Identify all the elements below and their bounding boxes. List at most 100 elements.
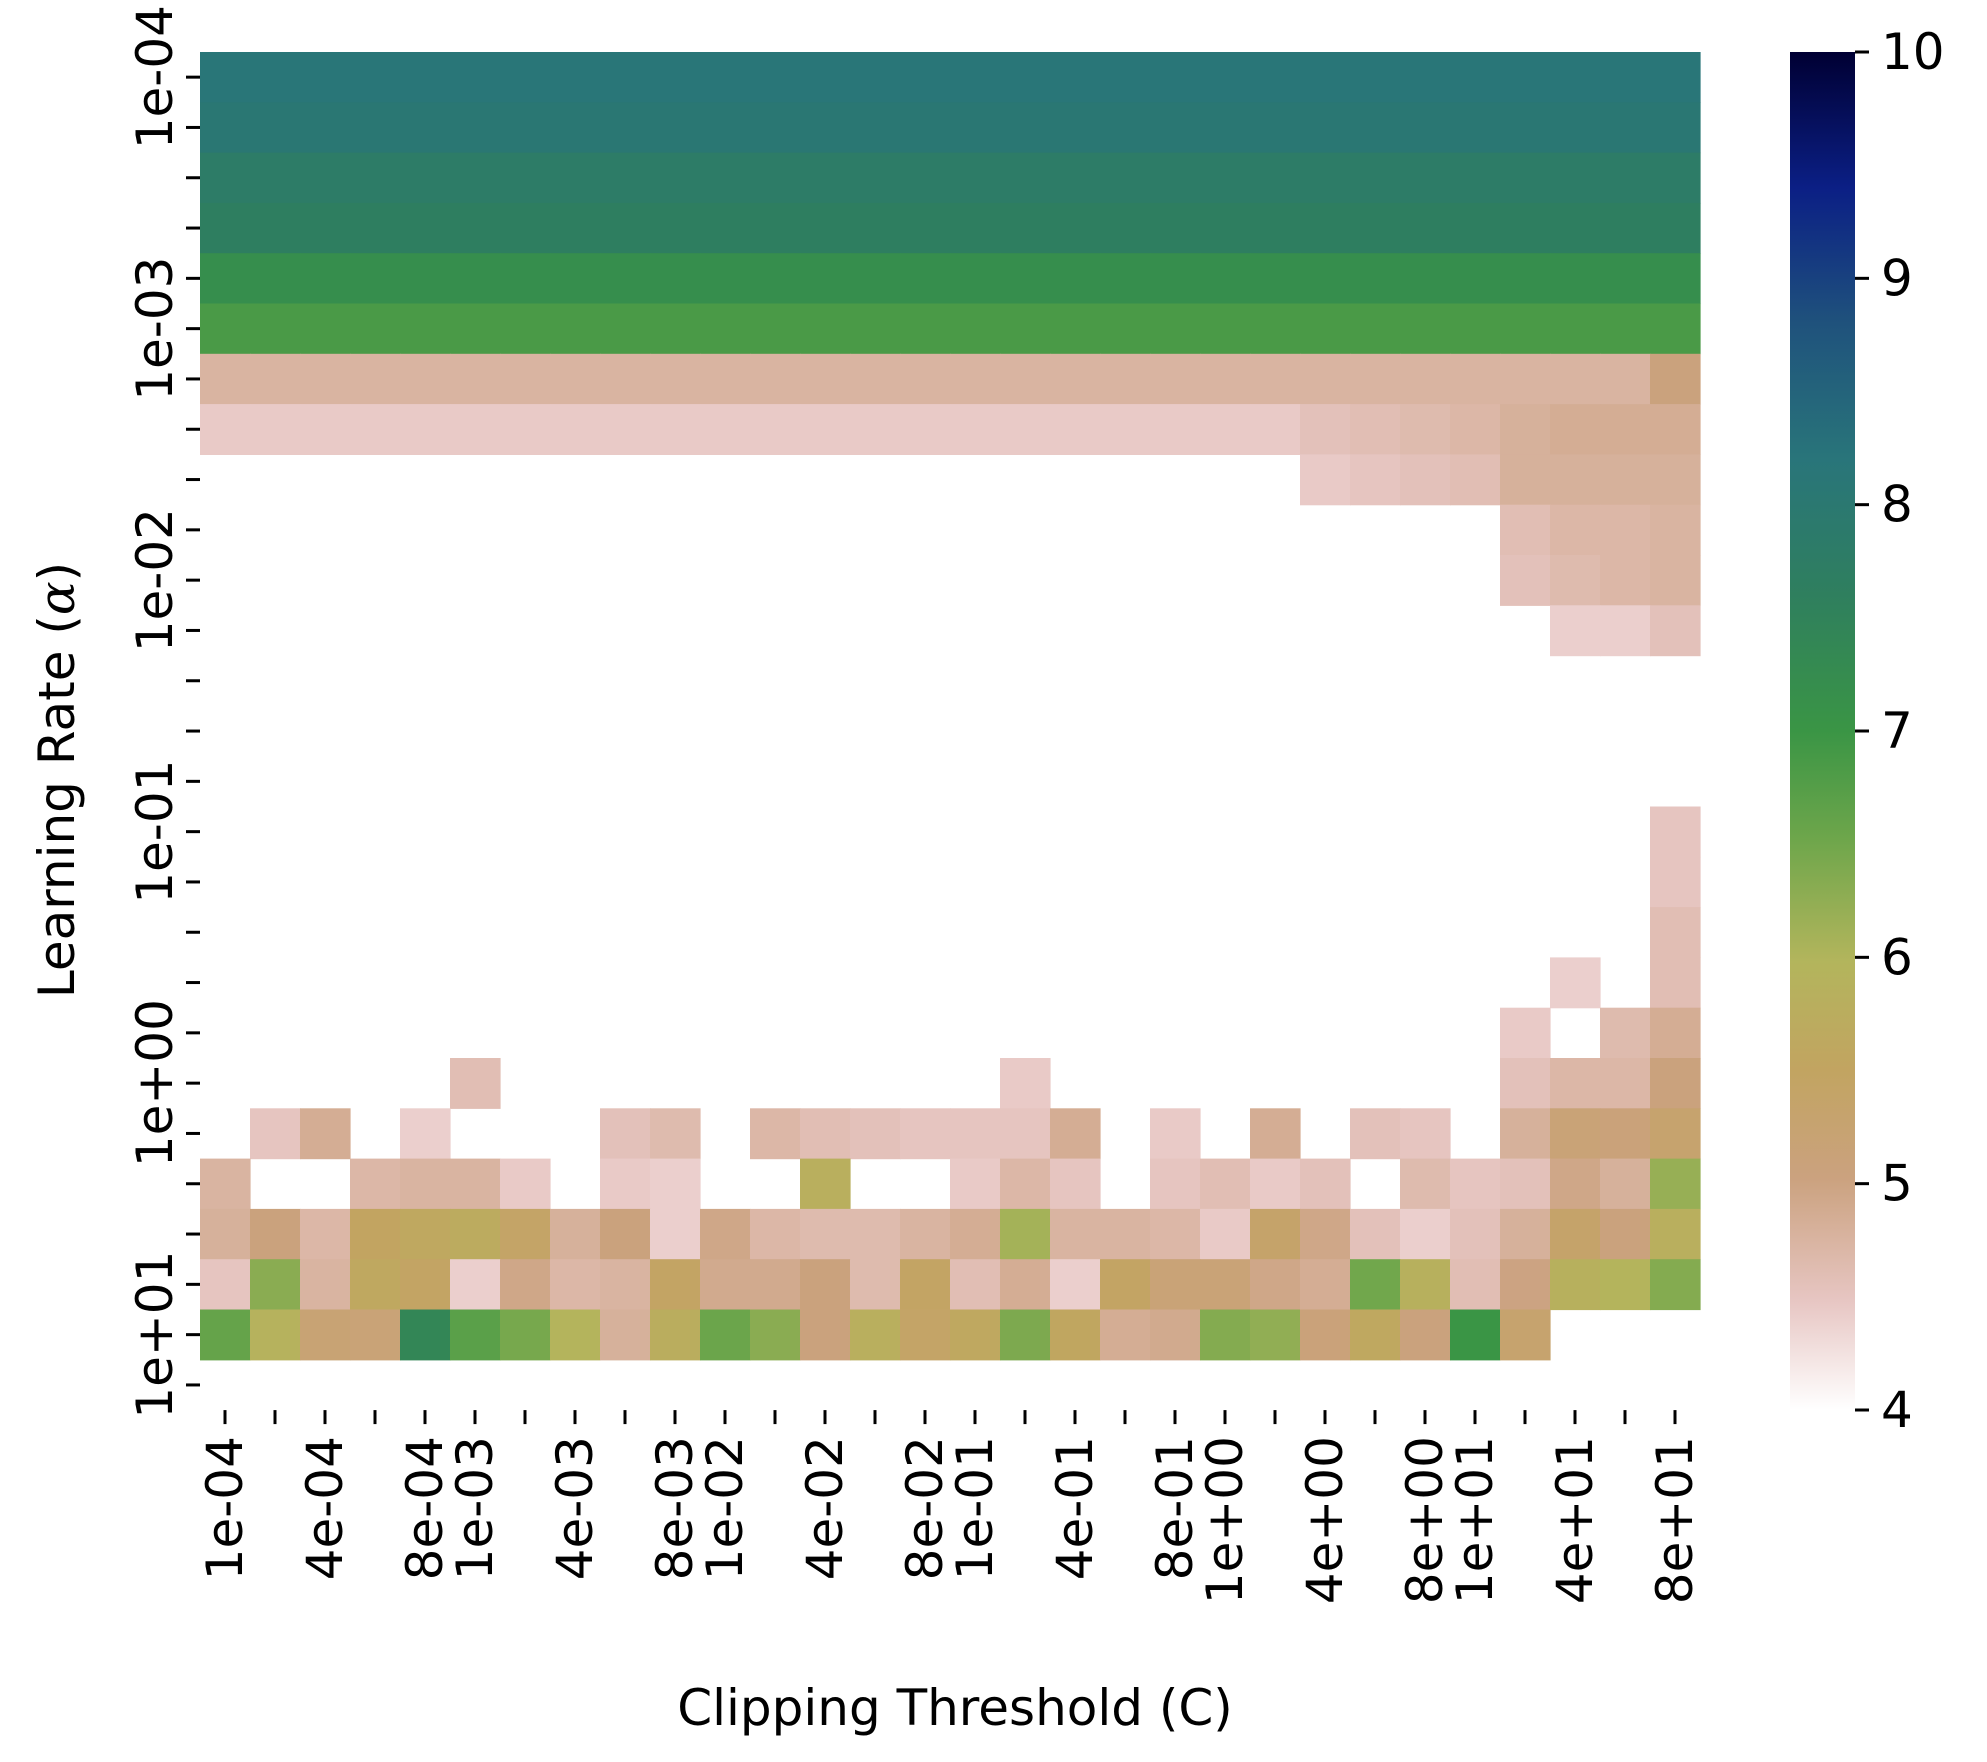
heatmap-cell — [1150, 1259, 1201, 1311]
heatmap-cell — [1200, 102, 1251, 154]
heatmap-cell — [1150, 353, 1201, 405]
heatmap-cell — [1400, 454, 1451, 506]
heatmap-cell — [750, 202, 801, 254]
heatmap-cell — [1000, 202, 1051, 254]
heatmap-cell — [1100, 303, 1151, 355]
heatmap-cell — [1150, 52, 1201, 103]
colorbar-tick-label: 9 — [1881, 249, 1913, 307]
heatmap-cell — [1300, 52, 1351, 103]
heatmap-cell — [1600, 52, 1651, 103]
heatmap-cell — [1400, 1208, 1451, 1260]
heatmap-cell — [1650, 1158, 1701, 1210]
heatmap-cell — [1050, 202, 1101, 254]
heatmap-cell — [500, 52, 551, 103]
heatmap-cell — [900, 303, 951, 355]
heatmap-cell — [350, 202, 401, 254]
heatmap-cell — [1400, 1158, 1451, 1210]
heatmap-cell — [450, 1058, 501, 1109]
heatmap-cell — [450, 1158, 501, 1210]
heatmap-cell — [1300, 454, 1351, 506]
heatmap-cell — [1050, 353, 1101, 405]
heatmap-cell — [1150, 1108, 1201, 1160]
heatmap-cell — [1350, 454, 1401, 506]
heatmap-cell — [600, 353, 651, 405]
heatmap-cell — [1600, 1158, 1651, 1210]
heatmap-cell — [1550, 605, 1601, 657]
heatmap-cell — [200, 202, 251, 254]
heatmap-cell — [1250, 253, 1301, 305]
heatmap-cell — [900, 404, 951, 455]
heatmap-cell — [600, 202, 651, 254]
heatmap-cell — [750, 404, 801, 455]
heatmap-cell — [500, 404, 551, 455]
heatmap-cell — [1450, 454, 1501, 506]
heatmap-cell — [500, 1259, 551, 1311]
heatmap-cell — [1250, 1108, 1301, 1160]
heatmap-cell — [650, 52, 701, 103]
heatmap-cell — [500, 1309, 551, 1361]
heatmap-cell — [1100, 152, 1151, 204]
heatmap-cell — [250, 202, 301, 254]
heatmap-cell — [1150, 404, 1201, 455]
heatmap-cell — [1650, 202, 1701, 254]
x-tick-label: 1e+01 — [1446, 1436, 1504, 1604]
heatmap-cell — [1550, 303, 1601, 355]
heatmap-cell — [1500, 353, 1551, 405]
heatmap-cell — [350, 404, 401, 455]
heatmap-cell — [1450, 52, 1501, 103]
heatmap-cell — [800, 353, 851, 405]
heatmap-cell — [900, 1259, 951, 1311]
heatmap-cell — [1500, 52, 1551, 103]
heatmap-cell — [450, 52, 501, 103]
heatmap-cell — [500, 253, 551, 305]
heatmap-cell — [1550, 253, 1601, 305]
y-axis: 1e-04 1e-03 1e-02 1e-01 1e+00 1e+01 — [126, 5, 200, 1419]
heatmap-cell — [200, 253, 251, 305]
y-axis-label-close: ) — [28, 562, 86, 582]
heatmap-cell — [1600, 102, 1651, 154]
heatmap-cell — [400, 1208, 451, 1260]
heatmap-cell — [850, 1108, 901, 1160]
heatmap-cell — [850, 52, 901, 103]
heatmap-cell — [800, 1108, 851, 1160]
heatmap-cell — [950, 1208, 1001, 1260]
x-tick-label: 8e-04 — [396, 1436, 454, 1580]
heatmap-cell — [300, 353, 351, 405]
heatmap-cell — [400, 253, 451, 305]
heatmap-cell — [1650, 605, 1701, 657]
heatmap-cell — [700, 152, 751, 204]
heatmap-cell — [750, 1309, 801, 1361]
heatmap-cell — [350, 1309, 401, 1361]
heatmap-cell — [1500, 1309, 1551, 1361]
heatmap-cell — [700, 1259, 751, 1311]
heatmap-cell — [800, 253, 851, 305]
heatmap-cell — [1650, 1208, 1701, 1260]
heatmap-cell — [300, 1208, 351, 1260]
x-tick-label: 4e+00 — [1296, 1436, 1354, 1604]
heatmap-cell — [850, 353, 901, 405]
heatmap-cell — [600, 1108, 651, 1160]
heatmap-cell — [1650, 856, 1701, 908]
heatmap-cell — [1450, 353, 1501, 405]
heatmap-cell — [1450, 102, 1501, 154]
heatmap-cell — [1500, 1058, 1551, 1109]
heatmap-cell — [1200, 1309, 1251, 1361]
heatmap-cell — [300, 1259, 351, 1311]
heatmap-cell — [1600, 404, 1651, 455]
x-tick-label: 1e+00 — [1196, 1436, 1254, 1604]
heatmap-cell — [1600, 303, 1651, 355]
heatmap-cell — [600, 253, 651, 305]
heatmap-cell — [200, 404, 251, 455]
heatmap-cell — [1200, 404, 1251, 455]
heatmap-cell — [1400, 253, 1451, 305]
heatmap-cell — [1000, 52, 1051, 103]
x-tick-label: 4e-02 — [796, 1436, 854, 1580]
heatmap-cell — [1550, 1108, 1601, 1160]
heatmap-cell — [300, 202, 351, 254]
heatmap-cell — [500, 1208, 551, 1260]
heatmap-cell — [1000, 102, 1051, 154]
heatmap-cell — [900, 52, 951, 103]
x-tick-label: 1e-02 — [696, 1436, 754, 1580]
heatmap-cell — [1300, 1208, 1351, 1260]
x-tick-label: 4e-03 — [546, 1436, 604, 1580]
